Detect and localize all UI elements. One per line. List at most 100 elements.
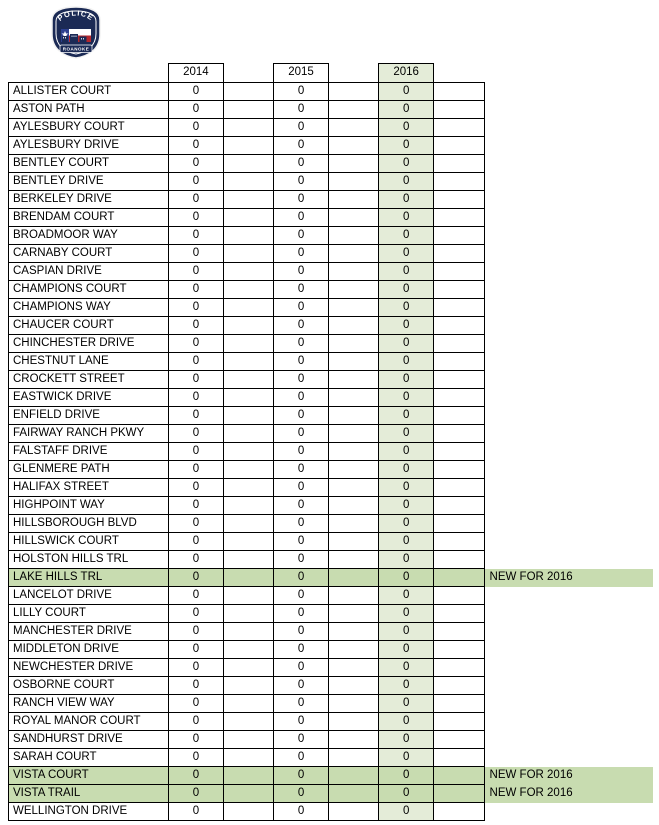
table-row[interactable]: VISTA COURT 0 0 0 NEW FOR 2016 [7,766,653,785]
cell-count-2015: 0 [273,568,329,587]
cell-new-note [484,353,652,371]
table-row[interactable]: BRENDAM COURT 0 0 0 [7,208,653,227]
cell-count-2016: 0 [378,316,434,335]
table-row[interactable]: CROCKETT STREET 0 0 0 [7,370,653,389]
cell-gap-3 [432,568,485,587]
table-row[interactable]: CHAMPIONS COURT 0 0 0 [7,280,653,299]
cell-gap-1 [222,406,275,425]
cell-street-name: NEWCHESTER DRIVE [7,658,170,677]
cell-count-2016: 0 [378,118,434,137]
cell-count-2016: 0 [378,388,434,407]
table-row[interactable]: FAIRWAY RANCH PKWY 0 0 0 [7,424,653,443]
cell-street-name: BENTLEY COURT [7,154,170,173]
cell-gap-1 [222,658,275,677]
cell-gap-2 [327,226,380,245]
cell-count-2015: 0 [273,424,329,443]
table-row[interactable]: LANCELOT DRIVE 0 0 0 [7,586,653,605]
cell-gap-2 [327,100,380,119]
table-row[interactable]: GLENMERE PATH 0 0 0 [7,460,653,479]
table-row[interactable]: FALSTAFF DRIVE 0 0 0 [7,442,653,461]
table-row[interactable]: VISTA TRAIL 0 0 0 NEW FOR 2016 [7,784,653,803]
cell-count-2014: 0 [168,208,224,227]
table-row[interactable]: SANDHURST DRIVE 0 0 0 [7,730,653,749]
table-row[interactable]: BENTLEY DRIVE 0 0 0 [7,172,653,191]
table-row[interactable]: CHINCHESTER DRIVE 0 0 0 [7,334,653,353]
table-row[interactable]: BROADMOOR WAY 0 0 0 [7,226,653,245]
table-row[interactable]: ASTON PATH 0 0 0 [7,100,653,119]
cell-new-note [484,317,652,335]
table-row[interactable]: CHAUCER COURT 0 0 0 [7,316,653,335]
table-row[interactable]: SARAH COURT 0 0 0 [7,748,653,767]
cell-new-note [484,749,652,767]
cell-gap-1 [222,676,275,695]
table-row[interactable]: HIGHPOINT WAY 0 0 0 [7,496,653,515]
cell-gap-2 [327,586,380,605]
cell-gap-1 [222,244,275,263]
table-row[interactable]: HOLSTON HILLS TRL 0 0 0 [7,550,653,569]
table-row[interactable]: ROYAL MANOR COURT 0 0 0 [7,712,653,731]
table-row[interactable]: LILLY COURT 0 0 0 [7,604,653,623]
cell-gap-2 [327,172,380,191]
cell-count-2015: 0 [273,154,329,173]
cell-count-2014: 0 [168,568,224,587]
table-row[interactable]: CHAMPIONS WAY 0 0 0 [7,298,653,317]
cell-street-name: ASTON PATH [7,100,170,119]
table-row[interactable]: MIDDLETON DRIVE 0 0 0 [7,640,653,659]
cell-count-2014: 0 [168,478,224,497]
table-row[interactable]: AYLESBURY COURT 0 0 0 [7,118,653,137]
table-row[interactable]: LAKE HILLS TRL 0 0 0 NEW FOR 2016 [7,568,653,587]
cell-count-2015: 0 [273,352,329,371]
cell-new-note [484,299,652,317]
cell-street-name: FAIRWAY RANCH PKWY [7,424,170,443]
cell-count-2014: 0 [168,100,224,119]
cell-gap-1 [222,226,275,245]
table-header: 2014 2015 2016 [9,63,653,83]
cell-gap-1 [222,550,275,569]
cell-new-note [484,533,652,551]
cell-count-2016: 0 [378,334,434,353]
cell-gap-1 [222,334,275,353]
table-row[interactable]: NEWCHESTER DRIVE 0 0 0 [7,658,653,677]
table-row[interactable]: MANCHESTER DRIVE 0 0 0 [7,622,653,641]
cell-count-2014: 0 [168,802,224,821]
table-row[interactable]: EASTWICK DRIVE 0 0 0 [7,388,653,407]
cell-count-2016: 0 [378,262,434,281]
cell-gap-3 [432,424,485,443]
cell-gap-2 [327,766,380,785]
cell-gap-2 [327,442,380,461]
cell-count-2014: 0 [168,496,224,515]
table-row[interactable]: HALIFAX STREET 0 0 0 [7,478,653,497]
table-row[interactable]: CASPIAN DRIVE 0 0 0 [7,262,653,281]
table-row[interactable]: OSBORNE COURT 0 0 0 [7,676,653,695]
cell-count-2014: 0 [168,622,224,641]
cell-new-note [484,605,652,623]
cell-count-2016: 0 [378,226,434,245]
cell-count-2016: 0 [378,622,434,641]
cell-gap-3 [432,154,485,173]
cell-new-note [484,425,652,443]
table-row[interactable]: RANCH VIEW WAY 0 0 0 [7,694,653,713]
cell-count-2014: 0 [168,766,224,785]
cell-count-2015: 0 [273,280,329,299]
cell-gap-3 [432,496,485,515]
cell-new-note [484,227,652,245]
table-row[interactable]: CHESTNUT LANE 0 0 0 [7,352,653,371]
cell-street-name: HIGHPOINT WAY [7,496,170,515]
cell-gap-3 [432,712,485,731]
cell-street-name: HILLSBOROUGH BLVD [7,514,170,533]
table-row[interactable]: ALLISTER COURT 0 0 0 [7,82,653,101]
cell-gap-1 [222,802,275,821]
table-row[interactable]: CARNABY COURT 0 0 0 [7,244,653,263]
table-row[interactable]: HILLSWICK COURT 0 0 0 [7,532,653,551]
cell-count-2014: 0 [168,226,224,245]
table-row[interactable]: HILLSBOROUGH BLVD 0 0 0 [7,514,653,533]
table-row[interactable]: BERKELEY DRIVE 0 0 0 [7,190,653,209]
cell-street-name: BRENDAM COURT [7,208,170,227]
table-row[interactable]: ENFIELD DRIVE 0 0 0 [7,406,653,425]
cell-new-note [484,659,652,677]
table-row[interactable]: AYLESBURY DRIVE 0 0 0 [7,136,653,155]
cell-street-name: CHESTNUT LANE [7,352,170,371]
table-row[interactable]: WELLINGTON DRIVE 0 0 0 [7,802,653,821]
cell-gap-3 [432,478,485,497]
table-row[interactable]: BENTLEY COURT 0 0 0 [7,154,653,173]
